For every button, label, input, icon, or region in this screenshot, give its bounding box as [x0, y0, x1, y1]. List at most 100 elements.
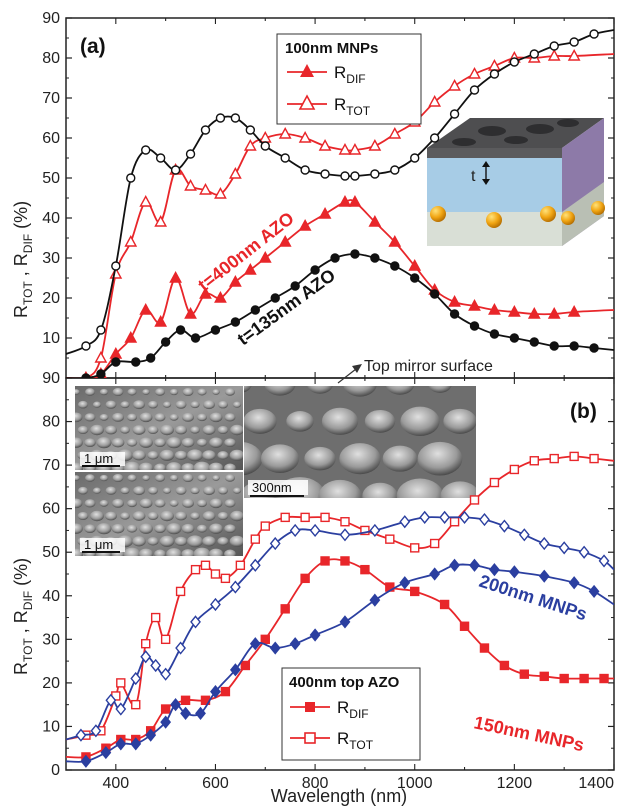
- point-RDIF_200: [100, 745, 112, 760]
- sem-particle: [112, 498, 124, 508]
- sem-particle: [75, 475, 80, 481]
- point-RDIF_200: [588, 584, 600, 599]
- y-tick-label: 0: [51, 762, 60, 779]
- point-RTOT_400: [388, 127, 402, 139]
- point-RTOT_135: [350, 171, 360, 181]
- sem-particle: [96, 523, 112, 535]
- point-RDIF_200: [429, 567, 441, 581]
- sem-particle: [111, 523, 125, 534]
- point-RDIF_135: [81, 373, 91, 378]
- point-RDIF_200: [115, 737, 127, 751]
- point-RTOT_150: [340, 517, 350, 527]
- sem-particle: [132, 425, 146, 435]
- point-RTOT_135: [230, 113, 241, 123]
- point-RTOT_200: [130, 671, 142, 686]
- point-RDIF_150: [360, 564, 370, 575]
- sem-particle: [197, 413, 207, 422]
- point-RDIF_135: [210, 325, 221, 335]
- sem-particle: [318, 479, 362, 498]
- sem-particle: [120, 487, 130, 495]
- sem-particle: [224, 524, 236, 534]
- legend-entry-2-sub: TOT: [346, 104, 370, 118]
- scalebar-label-3: 300nm: [252, 480, 292, 495]
- sem-particle: [105, 425, 117, 435]
- scalebar-label-1: 1 μm: [84, 451, 113, 466]
- x-axis-title: Wavelength (nm): [271, 786, 407, 806]
- y-tick-label: 80: [42, 414, 60, 431]
- panel-b-y-title-sub1: TOT: [21, 638, 35, 662]
- point-RDIF_150: [240, 660, 251, 671]
- y-tick-label: 40: [42, 210, 60, 227]
- panel-a-legend: 100nm MNPs RDIF RTOT: [276, 33, 422, 125]
- sem-particle: [123, 461, 141, 470]
- sem-particle: [202, 536, 216, 547]
- sem-particle: [154, 413, 166, 422]
- sem-particle: [260, 444, 300, 473]
- point-RDIF_200: [269, 641, 281, 655]
- panel-b-label: (b): [570, 400, 597, 423]
- point-RTOT_135: [280, 153, 290, 163]
- sem-particle: [181, 523, 195, 534]
- point-RTOT_135: [529, 49, 539, 59]
- sem-particle: [84, 438, 96, 448]
- point-RDIF_200: [180, 706, 191, 720]
- sem-particle: [75, 389, 80, 395]
- legend-b-entry-2-main: R: [337, 729, 349, 748]
- sem-particle: [175, 400, 187, 409]
- annotation-top-mirror-surface-text: Top mirror surface: [364, 358, 493, 375]
- arrow-head-icon: [352, 364, 362, 373]
- point-RDIF_200: [249, 637, 261, 651]
- point-RTOT_200: [598, 554, 610, 568]
- sem-particle: [123, 547, 141, 556]
- sem-particle: [382, 445, 418, 472]
- point-RDIF_150: [260, 634, 270, 645]
- point-RTOT_135: [155, 153, 166, 163]
- point-RTOT_150: [116, 678, 126, 688]
- panel-b-y-title-r1: R: [11, 662, 31, 675]
- point-RDIF_135: [589, 343, 599, 353]
- sem-particle: [166, 548, 182, 556]
- sem-particle: [75, 412, 83, 423]
- point-RTOT_200: [229, 580, 241, 594]
- sem-particle: [105, 400, 117, 409]
- y-tick-label: 70: [42, 90, 60, 107]
- point-RTOT_135: [96, 325, 106, 335]
- sem-particle: [154, 438, 166, 448]
- sem-particle: [217, 451, 229, 460]
- point-RTOT_150: [449, 517, 460, 527]
- sem-particle: [202, 511, 216, 521]
- sem-particle: [174, 536, 188, 546]
- point-RDIF_150: [180, 695, 191, 706]
- legend-open-square-icon: [304, 732, 316, 744]
- point-RTOT_400: [318, 139, 332, 151]
- sem-particle: [75, 523, 83, 534]
- sem-particle: [127, 499, 137, 508]
- sem-particle: [244, 442, 263, 476]
- x-tick-label: 800: [302, 775, 329, 792]
- sem-particle: [193, 461, 211, 470]
- sem-particle: [92, 487, 102, 494]
- x-tick-label: 1400: [578, 775, 614, 792]
- sem-particle: [209, 437, 223, 448]
- point-RDIF_200: [210, 684, 221, 699]
- sem-particle: [230, 424, 243, 436]
- sem-micrograph-top-left: 1 μm: [75, 386, 243, 470]
- point-RDIF_400: [338, 195, 352, 207]
- point-RTOT_200: [369, 523, 381, 538]
- point-RTOT_150: [280, 512, 290, 523]
- point-RDIF_400: [229, 275, 242, 287]
- sem-particle: [440, 481, 476, 498]
- point-RTOT_135: [215, 113, 226, 123]
- y-tick-label: 30: [42, 631, 60, 648]
- point-RDIF_150: [479, 643, 490, 653]
- sem-micrograph-zoom: 300nm: [244, 386, 476, 498]
- sem-particle: [84, 413, 96, 422]
- point-RTOT_200: [175, 641, 186, 655]
- x-tick-label: 400: [102, 775, 129, 792]
- point-RTOT_200: [518, 528, 530, 542]
- sem-particle: [160, 424, 174, 436]
- point-RTOT_135: [410, 153, 420, 163]
- point-RTOT_135: [200, 125, 211, 135]
- point-RTOT_200: [160, 667, 172, 681]
- point-RDIF_200: [309, 628, 321, 642]
